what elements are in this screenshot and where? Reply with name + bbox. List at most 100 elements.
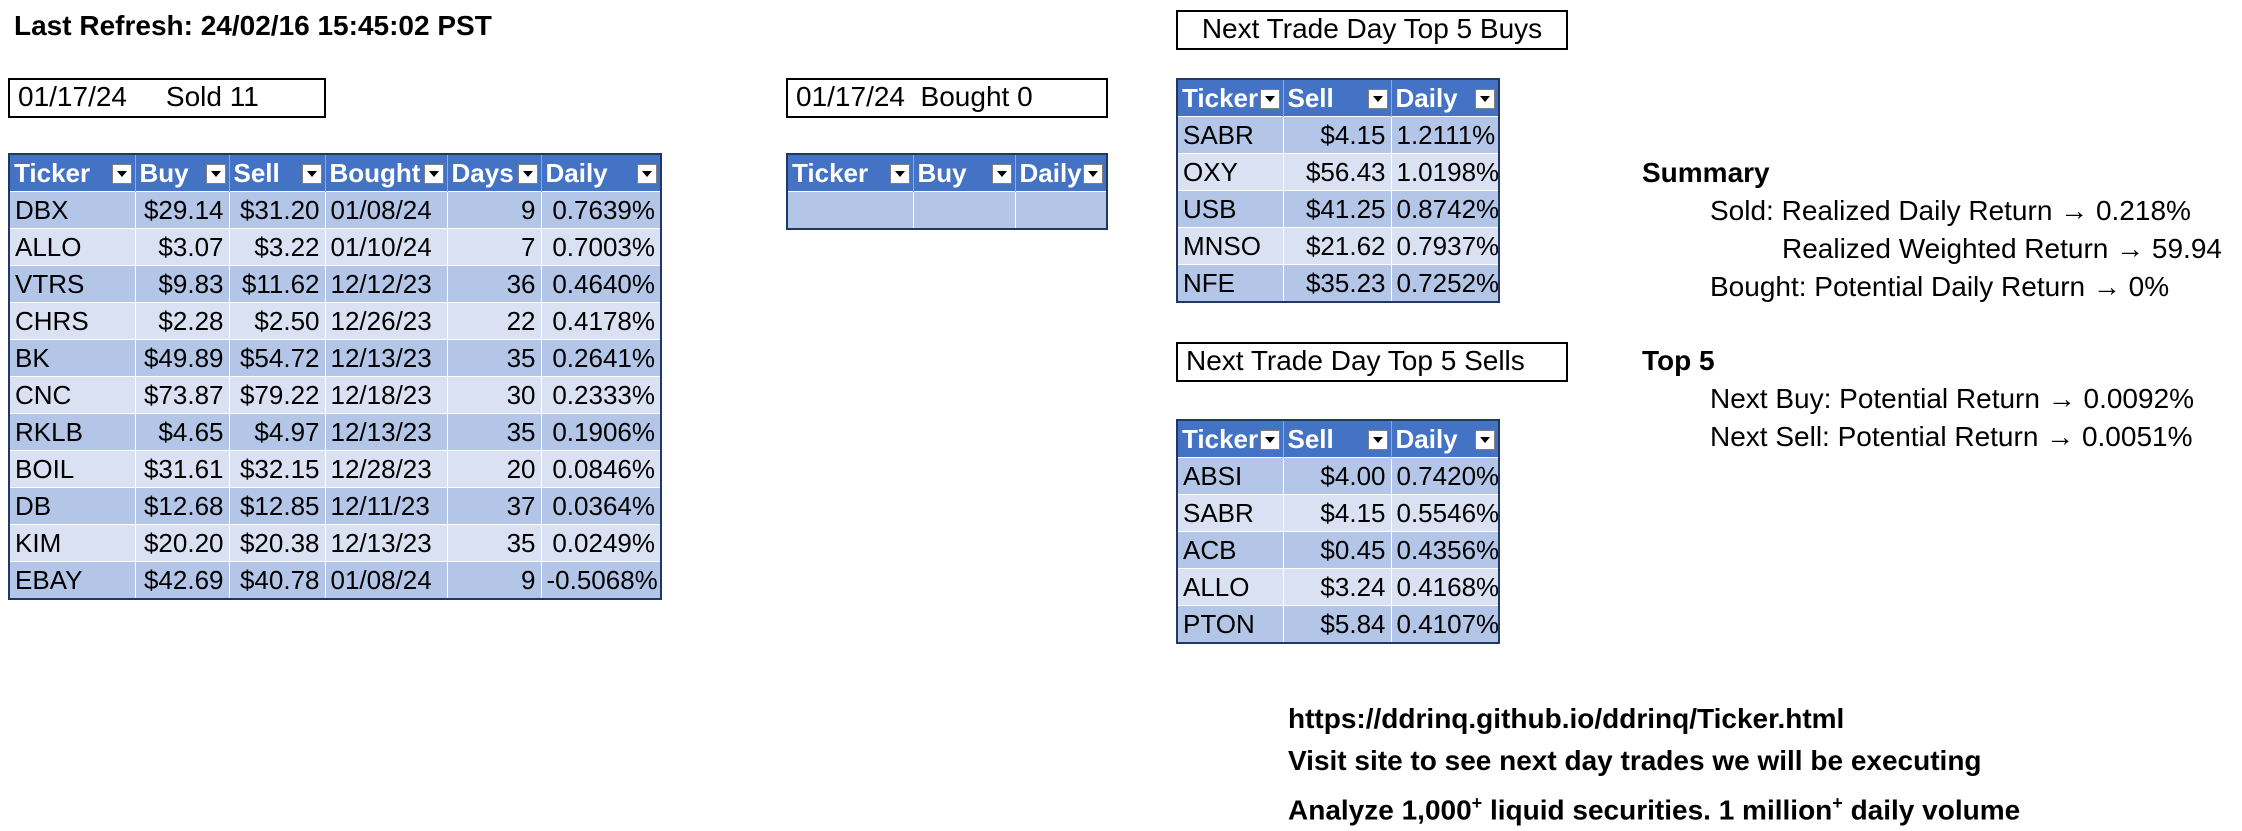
table-cell: 7	[447, 228, 542, 266]
table-cell: 0.4178%	[541, 302, 662, 340]
table-cell: 12/26/23	[325, 302, 448, 340]
column-header-label: Sell	[233, 157, 280, 188]
column-header-label: Sell	[1287, 423, 1334, 454]
table-row: SABR $4.15 0.5546%	[1177, 494, 1500, 532]
filter-dropdown-icon[interactable]	[889, 164, 910, 184]
table-cell: 0.7003%	[541, 228, 662, 266]
table-cell: 35	[447, 524, 542, 562]
column-header-label: Ticker	[1182, 82, 1259, 113]
filter-dropdown-icon[interactable]	[1083, 164, 1103, 184]
table-cell: 0.0846%	[541, 450, 662, 488]
filter-dropdown-icon[interactable]	[205, 164, 226, 184]
table-cell: $21.62	[1283, 227, 1392, 265]
top-sells-title: Next Trade Day Top 5 Sells	[1176, 342, 1568, 382]
table-cell: SABR	[1177, 494, 1284, 532]
table-row: USB $41.25 0.8742%	[1177, 190, 1500, 228]
table-cell: $12.68	[135, 487, 230, 525]
table-cell: 12/18/23	[325, 376, 448, 414]
table-cell: 01/08/24	[325, 191, 448, 229]
table-cell: 12/28/23	[325, 450, 448, 488]
filter-dropdown-icon[interactable]	[1259, 89, 1280, 109]
summary-sold-line: Sold: Realized Daily Return → 0.218%	[1710, 195, 2191, 226]
table-row: SABR $4.15 1.2111%	[1177, 116, 1500, 154]
table-cell: SABR	[1177, 116, 1284, 154]
table-cell: BOIL	[9, 450, 136, 488]
table-row: BOIL $31.61 $32.15 12/28/23 20 0.0846%	[9, 450, 662, 488]
table-cell: ABSI	[1177, 457, 1284, 495]
table-cell: 0.2333%	[541, 376, 662, 414]
sold-count-box: 01/17/24 Sold 11	[8, 78, 326, 118]
table-cell: $5.84	[1283, 605, 1392, 643]
table-cell: KIM	[9, 524, 136, 562]
table-cell: CNC	[9, 376, 136, 414]
table-cell: $3.07	[135, 228, 230, 266]
table-cell: 12/11/23	[325, 487, 448, 525]
table-cell: $9.83	[135, 265, 230, 303]
column-header-label: Bought	[329, 157, 421, 188]
filter-dropdown-icon[interactable]	[637, 164, 657, 184]
table-cell: 9	[447, 191, 542, 229]
table-cell: $4.15	[1283, 116, 1392, 154]
table-cell: 9	[447, 561, 542, 599]
column-header-daily: Daily	[541, 154, 662, 192]
table-row: OXY $56.43 1.0198%	[1177, 153, 1500, 191]
top5-title: Top 5	[1642, 345, 1715, 376]
column-header-label: Daily	[1395, 423, 1458, 454]
column-header-ticker: Ticker	[1177, 79, 1284, 117]
last-refresh-text: Last Refresh: 24/02/16 15:45:02 PST	[14, 10, 492, 41]
table-row: DB $12.68 $12.85 12/11/23 37 0.0364%	[9, 487, 662, 525]
column-header-label: Buy	[139, 157, 189, 188]
table-cell: $3.22	[229, 228, 326, 266]
table-row: NFE $35.23 0.7252%	[1177, 264, 1500, 302]
table-cell: $35.23	[1283, 264, 1392, 302]
table-cell: $0.45	[1283, 531, 1392, 569]
column-header-sell: Sell	[1283, 79, 1392, 117]
table-cell: 01/08/24	[325, 561, 448, 599]
column-header-label: Daily	[1019, 157, 1082, 188]
filter-dropdown-icon[interactable]	[517, 164, 538, 184]
top5-sell-line: Next Sell: Potential Return → 0.0051%	[1710, 421, 2193, 452]
table-cell: 0.7420%	[1391, 457, 1500, 495]
column-header-ticker: Ticker	[1177, 420, 1284, 458]
table-cell: 0.4107%	[1391, 605, 1500, 643]
column-header-label: Daily	[545, 157, 608, 188]
table-cell: ACB	[1177, 531, 1284, 569]
table-cell: $79.22	[229, 376, 326, 414]
filter-dropdown-icon[interactable]	[991, 164, 1012, 184]
filter-dropdown-icon[interactable]	[1259, 430, 1280, 450]
table-cell: $31.20	[229, 191, 326, 229]
table-cell: $49.89	[135, 339, 230, 377]
table-cell: $2.50	[229, 302, 326, 340]
filter-dropdown-icon[interactable]	[111, 164, 132, 184]
filter-dropdown-icon[interactable]	[1475, 89, 1495, 109]
table-cell: 1.0198%	[1391, 153, 1500, 191]
table-cell: DB	[9, 487, 136, 525]
table-row: ACB $0.45 0.4356%	[1177, 531, 1500, 569]
table-cell: 0.7252%	[1391, 264, 1500, 302]
sold-table: Ticker Buy Sell Bought Days Daily DBX $29.14 $3…	[8, 153, 662, 600]
filter-dropdown-icon[interactable]	[1367, 89, 1388, 109]
filter-dropdown-icon[interactable]	[423, 164, 444, 184]
table-row: ALLO $3.07 $3.22 01/10/24 7 0.7003%	[9, 228, 662, 266]
table-cell: 36	[447, 265, 542, 303]
table-cell: ALLO	[9, 228, 136, 266]
column-header-bought: Bought	[325, 154, 448, 192]
filter-dropdown-icon[interactable]	[301, 164, 322, 184]
table-cell: $4.15	[1283, 494, 1392, 532]
table-row: PTON $5.84 0.4107%	[1177, 605, 1500, 643]
summary-panel: Summary Sold: Realized Daily Return → 0.…	[1642, 154, 2222, 306]
filter-dropdown-icon[interactable]	[1367, 430, 1388, 450]
footer-analyze-text: Analyze 1,000+ liquid securities. 1 mill…	[1288, 793, 2021, 826]
column-header-daily: Daily	[1015, 154, 1108, 192]
table-cell: 0.7639%	[541, 191, 662, 229]
table-row: CHRS $2.28 $2.50 12/26/23 22 0.4178%	[9, 302, 662, 340]
footer-url[interactable]: https://ddrinq.github.io/ddrinq/Ticker.h…	[1288, 703, 1845, 734]
table-cell: 12/13/23	[325, 413, 448, 451]
table-cell: $73.87	[135, 376, 230, 414]
filter-dropdown-icon[interactable]	[1475, 430, 1495, 450]
column-header-sell: Sell	[229, 154, 326, 192]
table-cell: EBAY	[9, 561, 136, 599]
table-cell: 0.0249%	[541, 524, 662, 562]
table-cell: OXY	[1177, 153, 1284, 191]
table-cell: $42.69	[135, 561, 230, 599]
